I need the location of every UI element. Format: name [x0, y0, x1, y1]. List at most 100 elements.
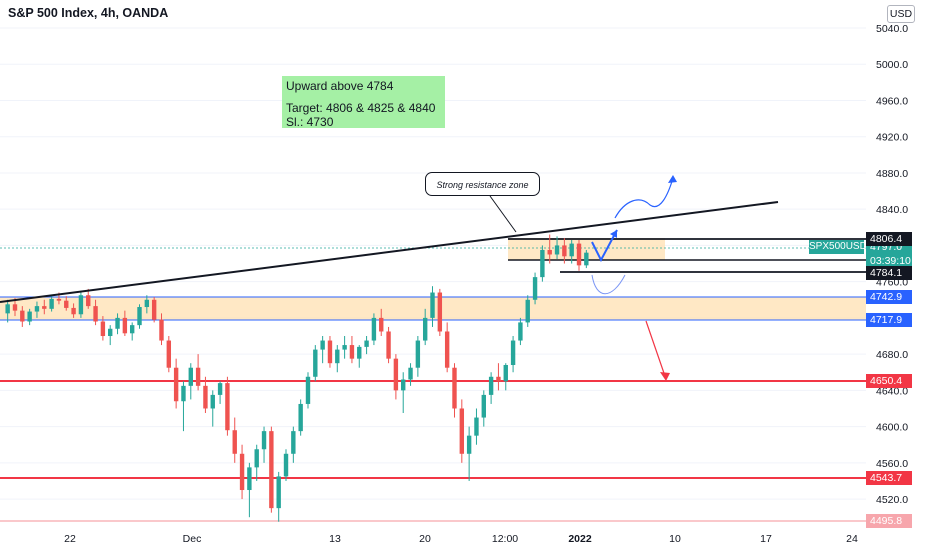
candle-body	[56, 298, 62, 301]
x-tick-label: Dec	[183, 533, 202, 545]
candle-body	[144, 299, 150, 308]
x-tick-label: 2022	[568, 533, 592, 545]
candle-body	[203, 385, 208, 409]
price-level-tag: 4742.9	[866, 290, 912, 304]
note-line-2: Target: 4806 & 4825 & 4840	[286, 101, 436, 115]
candle-body	[422, 317, 428, 341]
blue-zigzag-arrow	[591, 229, 618, 263]
candle-body	[86, 295, 91, 307]
y-tick-label: 4680.0	[876, 349, 908, 361]
blue-arrow-head	[610, 230, 617, 238]
trade-note: Upward above 4784 Target: 4806 & 4825 & …	[282, 76, 445, 129]
candle-body	[408, 367, 413, 380]
candle-body	[232, 430, 237, 454]
candle-body	[49, 298, 54, 309]
candle-body	[393, 358, 399, 391]
candle-body	[129, 325, 135, 334]
candle-body	[335, 349, 340, 364]
red-arrow-head	[660, 372, 670, 381]
y-tick-label: 5040.0	[876, 23, 908, 35]
candle-body	[342, 345, 347, 350]
candle-body	[510, 340, 516, 366]
x-tick-label: 22	[64, 533, 76, 545]
note-line-1: Upward above 4784	[286, 79, 394, 93]
candle-body	[181, 385, 186, 402]
candle-body	[379, 317, 384, 332]
y-tick-label: 4920.0	[876, 132, 908, 144]
candle-body	[437, 292, 443, 332]
candle-body	[239, 453, 245, 491]
candle-body	[247, 467, 252, 491]
candle-body	[254, 449, 259, 468]
candle-body	[503, 365, 508, 382]
currency-button[interactable]: USD	[887, 5, 915, 23]
candle-body	[357, 346, 362, 359]
candle-body	[34, 306, 40, 312]
candle-body	[540, 249, 545, 278]
candle-body	[188, 367, 193, 386]
candle-body	[525, 299, 530, 323]
candles	[5, 234, 589, 522]
candle-body	[42, 306, 47, 309]
ticker-label: SPX500USD	[809, 240, 867, 254]
candle-body	[474, 417, 479, 436]
price-level-tag: 4806.4	[866, 232, 912, 246]
drawings	[0, 175, 779, 381]
y-tick-label: 4840.0	[876, 204, 908, 216]
x-tick-label: 20	[419, 533, 431, 545]
resistance-zone	[508, 238, 665, 260]
resistance-callout: Strong resistance zone	[425, 172, 540, 196]
candle-body	[173, 367, 179, 402]
price-level-tag: 4543.7	[866, 471, 912, 485]
candle-body	[554, 245, 560, 255]
candle-body	[364, 340, 369, 347]
red-arrow	[645, 320, 667, 380]
candle-body	[569, 243, 574, 257]
candle-body	[12, 304, 18, 311]
price-level-tag: 4784.1	[866, 266, 912, 280]
candle-body	[100, 321, 106, 337]
x-tick-label: 10	[669, 533, 681, 545]
candle-body	[71, 307, 76, 315]
candle-body	[20, 310, 25, 322]
x-tick-label: 17	[760, 533, 772, 545]
candle-body	[584, 252, 589, 266]
candle-body	[276, 476, 281, 509]
candle-body	[496, 376, 501, 382]
candle-body	[195, 367, 201, 386]
y-tick-label: 4560.0	[876, 458, 908, 470]
candle-body	[5, 304, 10, 314]
candle-body	[122, 317, 128, 334]
candle-body	[349, 345, 355, 359]
y-tick-label: 4600.0	[876, 422, 908, 434]
candle-body	[459, 408, 465, 454]
candle-body	[305, 376, 311, 404]
candle-body	[415, 340, 421, 368]
candle-body	[320, 340, 325, 350]
candle-body	[298, 403, 303, 432]
candle-body	[137, 307, 142, 326]
candle-body	[291, 431, 296, 454]
candle-body	[225, 383, 230, 431]
candle-body	[27, 311, 32, 322]
candle-body	[78, 295, 84, 315]
candle-body	[159, 319, 164, 341]
candle-body	[576, 243, 582, 266]
candle-body	[547, 249, 552, 255]
candle-body	[269, 431, 274, 509]
candle-body	[452, 367, 457, 409]
candle-body	[261, 431, 267, 450]
candle-body	[518, 322, 523, 341]
x-tick-label: 13	[329, 533, 341, 545]
candle-body	[108, 328, 113, 337]
candle-body	[64, 300, 69, 308]
y-tick-label: 4880.0	[876, 168, 908, 180]
y-tick-label: 4520.0	[876, 494, 908, 506]
blue-curve-down	[591, 274, 626, 295]
price-level-tag: 4650.4	[866, 374, 912, 388]
candle-body	[313, 349, 318, 377]
blue-curve-up	[614, 177, 674, 219]
candle-body	[217, 383, 223, 395]
trendline	[0, 201, 779, 303]
